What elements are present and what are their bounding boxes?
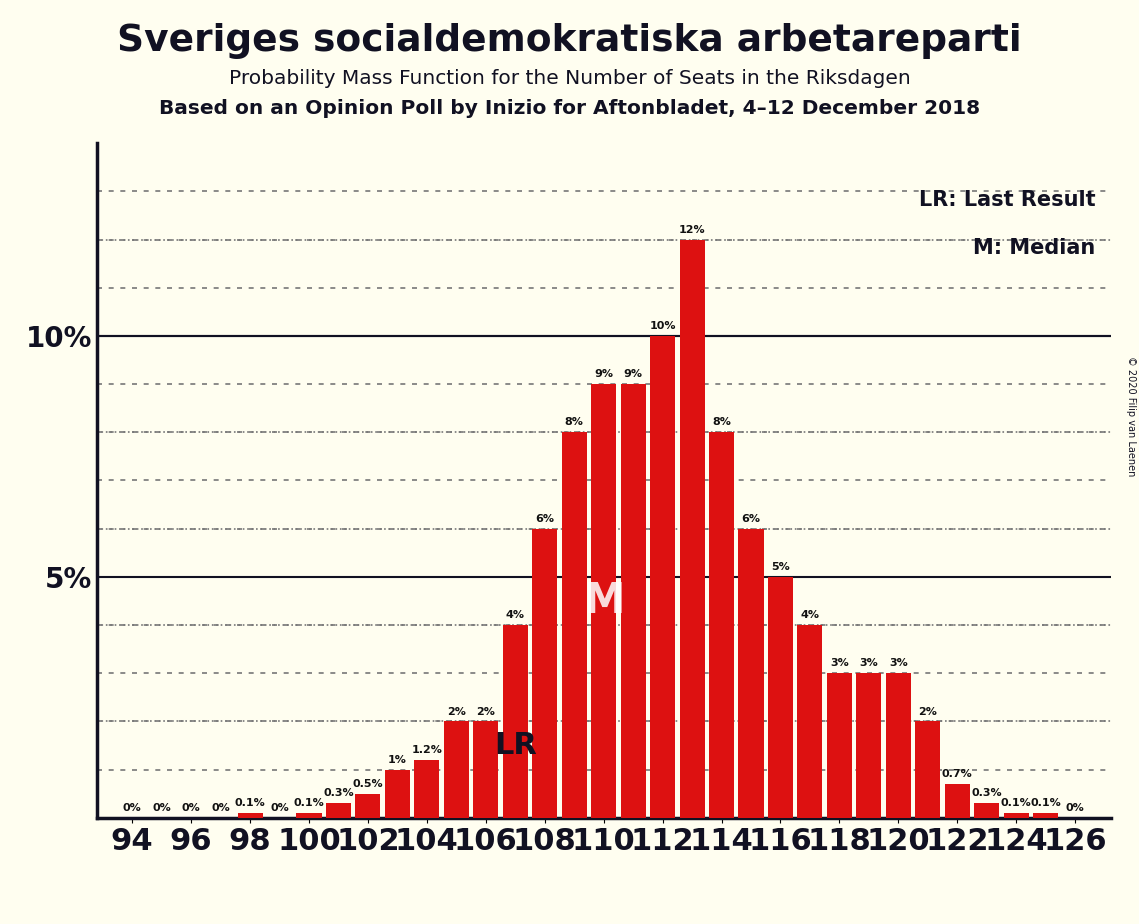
Bar	[355, 794, 380, 818]
Text: 9%: 9%	[624, 370, 642, 380]
Bar	[916, 722, 941, 818]
Text: 6%: 6%	[741, 514, 761, 524]
Bar	[474, 722, 499, 818]
Text: 12%: 12%	[679, 225, 705, 235]
Bar	[738, 529, 763, 818]
Text: 0.5%: 0.5%	[353, 779, 383, 789]
Text: 3%: 3%	[860, 659, 878, 668]
Text: 8%: 8%	[565, 418, 583, 428]
Bar	[444, 722, 469, 818]
Text: 2%: 2%	[446, 707, 466, 717]
Bar	[296, 813, 321, 818]
Bar	[326, 803, 351, 818]
Text: 0%: 0%	[182, 803, 200, 813]
Bar	[797, 625, 822, 818]
Text: 5%: 5%	[771, 562, 789, 572]
Bar	[708, 432, 734, 818]
Bar	[562, 432, 587, 818]
Bar	[827, 674, 852, 818]
Text: Probability Mass Function for the Number of Seats in the Riksdagen: Probability Mass Function for the Number…	[229, 69, 910, 89]
Text: Sveriges socialdemokratiska arbetareparti: Sveriges socialdemokratiska arbetarepart…	[117, 23, 1022, 59]
Text: 6%: 6%	[535, 514, 555, 524]
Bar	[502, 625, 527, 818]
Bar	[385, 770, 410, 818]
Text: 9%: 9%	[595, 370, 613, 380]
Text: 2%: 2%	[476, 707, 495, 717]
Bar	[591, 384, 616, 818]
Text: © 2020 Filip van Laenen: © 2020 Filip van Laenen	[1126, 356, 1136, 476]
Bar	[886, 674, 911, 818]
Text: 0%: 0%	[153, 803, 171, 813]
Text: 0%: 0%	[1066, 803, 1084, 813]
Bar	[768, 577, 793, 818]
Bar	[857, 674, 882, 818]
Text: Based on an Opinion Poll by Inizio for Aftonbladet, 4–12 December 2018: Based on an Opinion Poll by Inizio for A…	[159, 99, 980, 118]
Bar	[680, 239, 705, 818]
Text: LR: LR	[494, 731, 536, 760]
Text: M: M	[583, 580, 624, 622]
Text: 0%: 0%	[270, 803, 289, 813]
Text: 4%: 4%	[506, 610, 525, 620]
Text: 10%: 10%	[649, 322, 675, 331]
Text: 3%: 3%	[830, 659, 849, 668]
Bar	[1003, 813, 1029, 818]
Text: 0.3%: 0.3%	[323, 788, 354, 798]
Text: M: Median: M: Median	[973, 237, 1096, 258]
Bar	[944, 784, 969, 818]
Bar	[532, 529, 557, 818]
Text: 3%: 3%	[888, 659, 908, 668]
Text: LR: Last Result: LR: Last Result	[919, 190, 1096, 211]
Text: 0%: 0%	[211, 803, 230, 813]
Text: 0.1%: 0.1%	[294, 798, 325, 808]
Text: 0.7%: 0.7%	[942, 769, 973, 779]
Text: 4%: 4%	[801, 610, 819, 620]
Text: 0%: 0%	[123, 803, 141, 813]
Bar	[238, 813, 263, 818]
Text: 1.2%: 1.2%	[411, 745, 442, 755]
Text: 1%: 1%	[388, 755, 407, 765]
Text: 8%: 8%	[712, 418, 731, 428]
Bar	[621, 384, 646, 818]
Bar	[974, 803, 999, 818]
Text: 0.1%: 0.1%	[1001, 798, 1032, 808]
Bar	[650, 336, 675, 818]
Bar	[1033, 813, 1058, 818]
Text: 2%: 2%	[918, 707, 937, 717]
Text: 0.3%: 0.3%	[972, 788, 1002, 798]
Text: 0.1%: 0.1%	[235, 798, 265, 808]
Text: 0.1%: 0.1%	[1031, 798, 1062, 808]
Bar	[415, 760, 440, 818]
